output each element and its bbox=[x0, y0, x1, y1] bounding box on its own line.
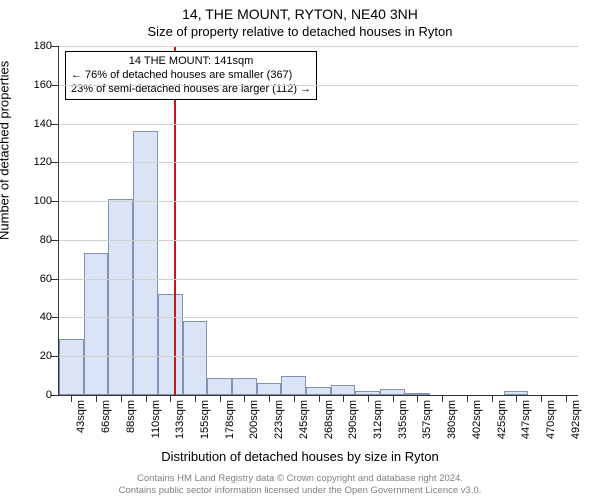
y-tick bbox=[51, 124, 58, 125]
x-tick bbox=[393, 396, 394, 402]
bar bbox=[232, 378, 257, 395]
bar bbox=[355, 391, 380, 395]
x-tick bbox=[566, 396, 567, 402]
bar bbox=[504, 391, 529, 395]
plot-area: 14 THE MOUNT: 141sqm← 76% of detached ho… bbox=[58, 46, 578, 396]
x-tick bbox=[294, 396, 295, 402]
y-tick bbox=[51, 85, 58, 86]
x-tick-label: 133sqm bbox=[174, 400, 186, 439]
x-tick bbox=[244, 396, 245, 402]
x-tick-label: 312sqm bbox=[372, 400, 384, 439]
gridline bbox=[59, 317, 578, 318]
x-axis-label: Distribution of detached houses by size … bbox=[0, 449, 600, 464]
x-tick bbox=[516, 396, 517, 402]
y-tick-label: 180 bbox=[34, 40, 52, 52]
gridline bbox=[59, 240, 578, 241]
bar bbox=[380, 389, 405, 395]
chart-title: 14, THE MOUNT, RYTON, NE40 3NH bbox=[0, 6, 600, 22]
x-tick bbox=[269, 396, 270, 402]
y-tick bbox=[51, 395, 58, 396]
x-tick-label: 470sqm bbox=[545, 400, 557, 439]
x-tick-label: 290sqm bbox=[347, 400, 359, 439]
bar bbox=[306, 387, 331, 395]
bar bbox=[158, 294, 183, 395]
chart-subtitle: Size of property relative to detached ho… bbox=[0, 24, 600, 39]
x-tick-label: 402sqm bbox=[471, 400, 483, 439]
x-tick-label: 155sqm bbox=[199, 400, 211, 439]
x-tick-label: 178sqm bbox=[224, 400, 236, 439]
x-tick-label: 335sqm bbox=[397, 400, 409, 439]
x-tick-label: 425sqm bbox=[496, 400, 508, 439]
x-tick-label: 245sqm bbox=[298, 400, 310, 439]
bar bbox=[405, 393, 430, 395]
footnote: Contains HM Land Registry data © Crown c… bbox=[0, 473, 600, 496]
y-axis-label: Number of detached properties bbox=[0, 61, 12, 240]
x-tick bbox=[368, 396, 369, 402]
bar bbox=[257, 383, 282, 395]
y-tick-label: 80 bbox=[40, 234, 52, 246]
y-tick bbox=[51, 279, 58, 280]
x-tick bbox=[417, 396, 418, 402]
bar bbox=[108, 199, 133, 395]
x-tick bbox=[170, 396, 171, 402]
gridline bbox=[59, 201, 578, 202]
x-tick bbox=[121, 396, 122, 402]
y-tick bbox=[51, 240, 58, 241]
x-tick-label: 380sqm bbox=[446, 400, 458, 439]
y-tick-label: 0 bbox=[46, 389, 52, 401]
y-tick bbox=[51, 162, 58, 163]
y-tick-label: 20 bbox=[40, 350, 52, 362]
x-tick-label: 223sqm bbox=[273, 400, 285, 439]
gridline bbox=[59, 162, 578, 163]
y-tick-label: 140 bbox=[34, 118, 52, 130]
x-tick bbox=[492, 396, 493, 402]
y-tick bbox=[51, 201, 58, 202]
x-tick-label: 447sqm bbox=[520, 400, 532, 439]
footnote-line-2: Contains public sector information licen… bbox=[119, 485, 482, 496]
x-tick bbox=[146, 396, 147, 402]
gridline bbox=[59, 85, 578, 86]
y-tick-label: 60 bbox=[40, 273, 52, 285]
x-tick bbox=[319, 396, 320, 402]
x-tick-label: 43sqm bbox=[75, 400, 87, 433]
x-tick-label: 200sqm bbox=[248, 400, 260, 439]
x-tick bbox=[343, 396, 344, 402]
x-tick-label: 492sqm bbox=[570, 400, 582, 439]
bar bbox=[331, 385, 356, 395]
x-tick bbox=[96, 396, 97, 402]
x-tick bbox=[442, 396, 443, 402]
y-tick bbox=[51, 356, 58, 357]
annotation-line: 14 THE MOUNT: 141sqm bbox=[71, 55, 311, 69]
bar bbox=[84, 253, 109, 395]
x-tick bbox=[541, 396, 542, 402]
gridline bbox=[59, 279, 578, 280]
x-tick bbox=[220, 396, 221, 402]
bar bbox=[207, 378, 232, 395]
bar bbox=[183, 321, 208, 395]
x-tick bbox=[195, 396, 196, 402]
gridline bbox=[59, 124, 578, 125]
y-tick-label: 40 bbox=[40, 311, 52, 323]
annotation-line: ← 76% of detached houses are smaller (36… bbox=[71, 69, 311, 83]
gridline bbox=[59, 46, 578, 47]
x-tick-label: 88sqm bbox=[125, 400, 137, 433]
y-tick-label: 120 bbox=[34, 156, 52, 168]
y-tick-label: 160 bbox=[34, 79, 52, 91]
bar bbox=[281, 376, 306, 395]
chart-container: 14, THE MOUNT, RYTON, NE40 3NH Size of p… bbox=[0, 0, 600, 500]
footnote-line-1: Contains HM Land Registry data © Crown c… bbox=[137, 473, 463, 484]
bar bbox=[59, 339, 84, 395]
x-tick bbox=[467, 396, 468, 402]
x-tick-label: 66sqm bbox=[100, 400, 112, 433]
x-tick-label: 110sqm bbox=[150, 400, 162, 438]
annotation-box: 14 THE MOUNT: 141sqm← 76% of detached ho… bbox=[65, 51, 317, 100]
y-tick-label: 100 bbox=[34, 195, 52, 207]
gridline bbox=[59, 356, 578, 357]
x-tick-label: 268sqm bbox=[323, 400, 335, 439]
y-tick bbox=[51, 46, 58, 47]
x-tick bbox=[71, 396, 72, 402]
x-tick-label: 357sqm bbox=[421, 400, 433, 439]
y-tick bbox=[51, 317, 58, 318]
